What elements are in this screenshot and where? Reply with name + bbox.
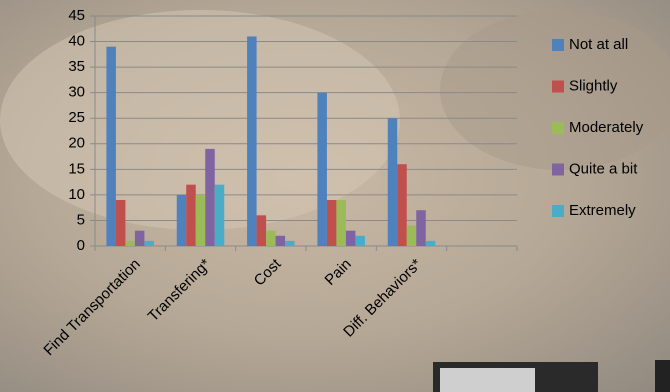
- y-tick-label: 20: [68, 135, 85, 152]
- legend-label: Moderately: [569, 119, 644, 136]
- thumbnail: [440, 368, 535, 392]
- bar: [186, 184, 196, 246]
- bar: [345, 230, 356, 246]
- y-tick-label: 40: [68, 33, 85, 50]
- legend-swatch: [552, 39, 564, 51]
- bar: [387, 118, 398, 246]
- bar: [205, 148, 215, 246]
- legend-swatch: [552, 163, 564, 176]
- bar: [266, 230, 276, 246]
- bar: [275, 235, 286, 246]
- y-tick-label: 5: [77, 211, 85, 228]
- legend-swatch: [552, 80, 564, 93]
- bar: [425, 240, 436, 246]
- legend-label: Not at all: [569, 36, 628, 53]
- bar: [214, 184, 225, 246]
- bar: [247, 36, 257, 246]
- y-tick-label: 15: [68, 160, 85, 177]
- bar: [195, 194, 206, 246]
- bar: [134, 230, 145, 246]
- bar: [176, 194, 187, 246]
- bar: [355, 235, 365, 246]
- bar: [317, 92, 327, 247]
- legend-swatch: [552, 122, 564, 134]
- bar: [125, 240, 135, 246]
- legend-label: Quite a bit: [569, 160, 638, 177]
- legend-label: Extremely: [569, 202, 636, 219]
- bar: [416, 210, 426, 246]
- y-tick-label: 0: [77, 237, 85, 254]
- y-tick-label: 45: [68, 7, 85, 24]
- bar: [406, 225, 417, 246]
- bar: [285, 240, 295, 246]
- bar: [256, 215, 267, 246]
- background-shape: [0, 10, 400, 230]
- bar: [336, 200, 346, 246]
- y-tick-label: 30: [68, 84, 85, 101]
- y-tick-label: 10: [68, 186, 85, 203]
- bar: [397, 164, 407, 246]
- bar: [326, 200, 337, 246]
- y-tick-label: 25: [68, 109, 85, 126]
- bar: [106, 46, 116, 246]
- legend-swatch: [552, 205, 564, 217]
- bar: [144, 240, 154, 246]
- legend-label: Slightly: [569, 77, 618, 94]
- thumbnail: [655, 360, 670, 392]
- bar: [115, 200, 126, 246]
- y-tick-label: 35: [68, 58, 85, 75]
